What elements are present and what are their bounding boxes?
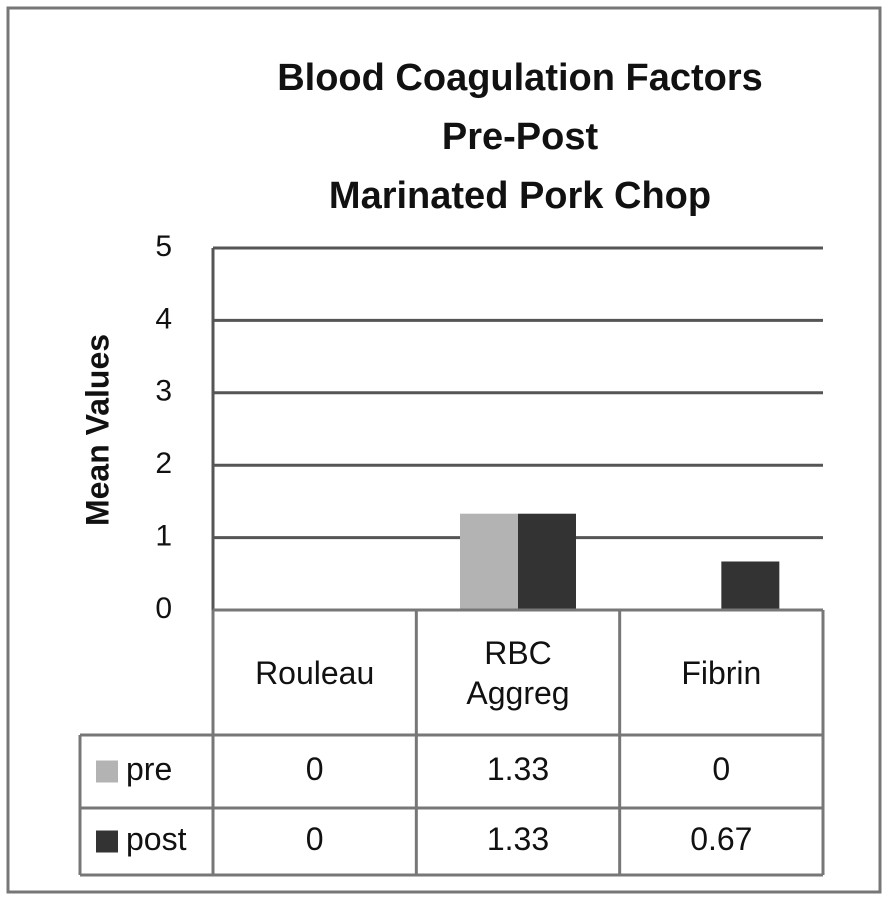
chart-border xyxy=(6,6,882,894)
y-axis-label: Mean Values xyxy=(79,334,115,526)
chart-title: Marinated Pork Chop xyxy=(329,175,711,217)
y-tick-label: 2 xyxy=(155,447,172,480)
table-value: 1.33 xyxy=(487,821,549,857)
table-value: 0 xyxy=(306,821,324,857)
table-value: 0 xyxy=(712,751,730,787)
y-tick-label: 1 xyxy=(155,520,172,553)
x-tick-label: RBC Aggreg xyxy=(466,634,570,711)
category-cell: RBC Aggreg xyxy=(466,634,570,711)
y-tick-label: 3 xyxy=(155,375,172,408)
x-tick-label: Rouleau xyxy=(255,654,375,691)
table-value: 0 xyxy=(306,751,324,787)
legend-label: pre xyxy=(126,751,172,787)
legend-label: post xyxy=(126,821,187,857)
chart-title: Pre-Post xyxy=(442,116,599,158)
category-cell: Rouleau xyxy=(255,654,375,691)
category-cell: Fibrin xyxy=(681,654,762,691)
y-tick-label: 5 xyxy=(155,230,172,263)
table-value: 0.67 xyxy=(690,821,752,857)
bar xyxy=(721,561,780,610)
bar xyxy=(518,513,576,610)
legend-swatch xyxy=(96,830,118,853)
chart-title: Blood Coagulation Factors xyxy=(277,57,763,99)
y-tick-label: 4 xyxy=(155,302,172,335)
table-value: 1.33 xyxy=(487,751,549,787)
x-tick-label: Fibrin xyxy=(681,654,762,691)
y-tick-label: 0 xyxy=(155,592,172,625)
legend-swatch xyxy=(96,760,118,783)
bar xyxy=(460,513,518,610)
